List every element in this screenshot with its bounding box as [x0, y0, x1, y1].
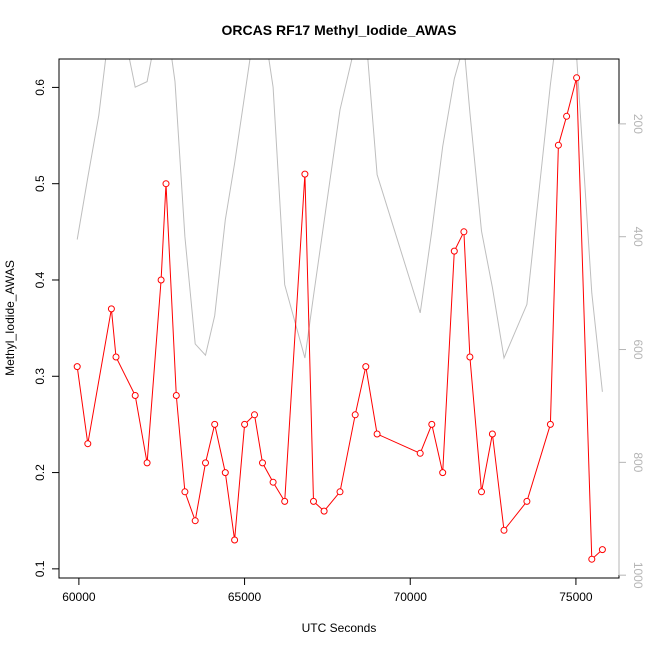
- data-point-31: [460, 228, 468, 236]
- data-point-40: [573, 74, 581, 82]
- y-tick-label-0.3: 0.3: [33, 368, 47, 385]
- x-tick-label-70000: 70000: [394, 590, 428, 604]
- data-point-36: [523, 497, 531, 505]
- data-point-10: [191, 517, 199, 525]
- data-point-1: [84, 440, 92, 448]
- data-point-3: [112, 353, 120, 361]
- data-point-29: [439, 469, 447, 477]
- y2-tick-label-200: 200: [631, 114, 645, 134]
- data-point-12: [211, 420, 219, 428]
- data-point-18: [269, 478, 277, 486]
- data-point-42: [598, 546, 606, 554]
- data-point-14: [231, 536, 239, 544]
- primary-series-line: [76, 77, 603, 561]
- data-point-2: [107, 305, 115, 313]
- x-axis: 60000 65000 70000 75000: [62, 577, 593, 604]
- data-point-8: [172, 392, 180, 399]
- secondary-series-group: [76, 59, 603, 392]
- data-point-34: [488, 430, 496, 438]
- data-point-27: [416, 449, 424, 457]
- data-point-28: [428, 420, 436, 428]
- data-point-17: [259, 459, 266, 467]
- plot-frame: [58, 58, 620, 579]
- data-point-22: [320, 507, 328, 515]
- y-tick-label-0.6: 0.6: [33, 79, 47, 96]
- y-axis-label: Methyl_Iodide_AWAS: [3, 260, 17, 376]
- y-tick-label-0.5: 0.5: [33, 175, 47, 192]
- secondary-series-line: [76, 59, 603, 392]
- secondary-y-axis: 200 400 600 800 1000: [618, 114, 645, 589]
- data-point-30: [450, 247, 458, 255]
- x-tick-label-65000: 65000: [228, 590, 262, 604]
- y-tick-label-0.2: 0.2: [33, 464, 47, 481]
- y2-tick-label-1000: 1000: [631, 562, 645, 589]
- data-point-24: [351, 411, 359, 419]
- data-point-16: [251, 411, 258, 419]
- y2-tick-label-400: 400: [631, 227, 645, 247]
- data-point-0: [73, 363, 81, 371]
- data-point-23: [336, 488, 344, 496]
- y2-tick-label-800: 800: [631, 452, 645, 472]
- chart-title: ORCAS RF17 Methyl_Iodide_AWAS: [222, 22, 457, 38]
- x-tick-label-75000: 75000: [559, 590, 593, 604]
- data-point-41: [588, 555, 596, 563]
- data-point-33: [478, 488, 485, 496]
- data-point-7: [162, 180, 170, 188]
- data-point-13: [221, 469, 229, 477]
- data-point-37: [546, 420, 554, 428]
- data-point-11: [202, 459, 209, 467]
- data-point-5: [143, 459, 151, 467]
- data-point-35: [500, 526, 508, 534]
- data-point-26: [373, 430, 381, 438]
- x-axis-label: UTC Seconds: [302, 621, 377, 635]
- data-point-4: [131, 392, 139, 399]
- y-tick-label-0.4: 0.4: [33, 271, 47, 288]
- y-tick-label-0.1: 0.1: [33, 560, 47, 577]
- data-point-38: [554, 141, 562, 149]
- data-point-20: [301, 170, 309, 178]
- data-point-15: [241, 420, 249, 428]
- data-point-19: [281, 497, 289, 505]
- data-point-39: [563, 112, 571, 120]
- x-tick-label-60000: 60000: [62, 590, 96, 604]
- data-point-9: [181, 488, 189, 496]
- data-point-32: [466, 353, 474, 361]
- data-point-21: [310, 497, 317, 505]
- primary-series-group: [73, 74, 606, 563]
- y2-tick-label-600: 600: [631, 340, 645, 360]
- y-axis: 0.1 0.2 0.3 0.4 0.5 0.6: [33, 79, 60, 577]
- data-point-6: [157, 276, 165, 284]
- data-point-25: [362, 363, 370, 371]
